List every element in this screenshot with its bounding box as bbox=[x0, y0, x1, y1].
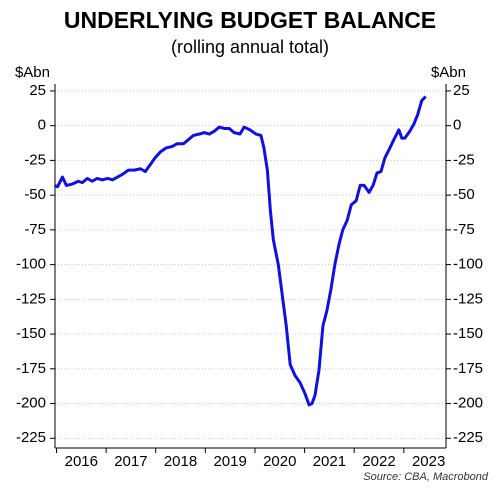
data-line bbox=[53, 95, 427, 407]
y2-tick-label: -150 bbox=[453, 325, 483, 342]
y-tick-label: 25 bbox=[29, 82, 46, 99]
y-tick-label: 0 bbox=[38, 117, 46, 134]
y2-tick-label: -50 bbox=[453, 186, 475, 203]
y2-axis-label: $Abn bbox=[431, 64, 466, 81]
chart-subtitle: (rolling annual total) bbox=[171, 37, 329, 57]
y-tick-label: -175 bbox=[16, 360, 46, 377]
y2-tick-label: -100 bbox=[453, 256, 483, 273]
y-tick-label: -100 bbox=[16, 256, 46, 273]
x-tick-label: 2019 bbox=[213, 453, 246, 470]
y2-tick-label: -200 bbox=[453, 395, 483, 412]
y2-tick-label: -25 bbox=[453, 151, 475, 168]
y2-tick-label: -75 bbox=[453, 221, 475, 238]
y2-tick-label: 0 bbox=[453, 117, 461, 134]
y2-tick-label: -175 bbox=[453, 360, 483, 377]
x-tick-label: 2016 bbox=[65, 453, 98, 470]
x-tick-label: 2022 bbox=[362, 453, 395, 470]
x-tick-label: 2018 bbox=[164, 453, 197, 470]
x-tick-label: 2023 bbox=[412, 453, 445, 470]
y2-tick-label: -125 bbox=[453, 290, 483, 307]
x-tick-label: 2020 bbox=[263, 453, 296, 470]
y-axis-label: $Abn bbox=[15, 64, 50, 81]
y-tick-label: -25 bbox=[24, 151, 46, 168]
y-tick-label: -50 bbox=[24, 186, 46, 203]
chart-title: UNDERLYING BUDGET BALANCE bbox=[64, 7, 436, 33]
y-tick-label: -75 bbox=[24, 221, 46, 238]
y2-tick-label: 25 bbox=[453, 82, 470, 99]
y2-tick-label: -225 bbox=[453, 429, 483, 446]
y-tick-label: -125 bbox=[16, 290, 46, 307]
y-tick-label: -200 bbox=[16, 395, 46, 412]
y-tick-label: -150 bbox=[16, 325, 46, 342]
x-tick-label: 2021 bbox=[313, 453, 346, 470]
x-tick-label: 2017 bbox=[114, 453, 147, 470]
source-note: Source: CBA, Macrobond bbox=[363, 471, 489, 483]
y-tick-label: -225 bbox=[16, 429, 46, 446]
